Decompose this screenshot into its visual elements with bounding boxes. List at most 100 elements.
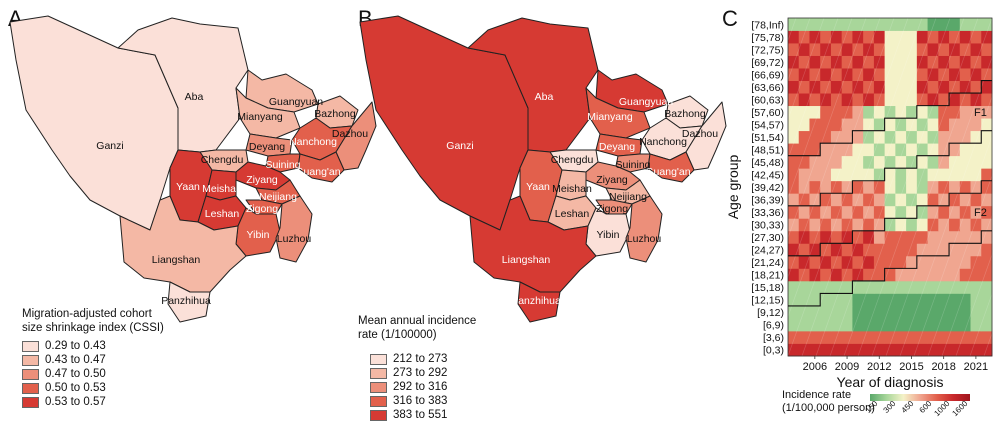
- heatmap-cell: [809, 80, 821, 94]
- heatmap-cell: [841, 343, 853, 357]
- heatmap-cell: [788, 55, 800, 69]
- heatmap-cell: [852, 105, 864, 119]
- heatmap-cell: [809, 343, 821, 357]
- map-b-label-panzhihua: Panzhihua: [511, 295, 561, 307]
- heatmap-cell: [852, 330, 864, 344]
- heatmap-cell: [798, 130, 810, 144]
- heatmap-cell: [863, 293, 875, 307]
- legend-a-item-4: 0.50 to 0.53: [22, 381, 164, 395]
- heatmap-cell: [841, 268, 853, 282]
- heatmap-cell: [916, 43, 928, 56]
- heatmap-cell: [916, 155, 928, 169]
- heatmap-cell: [949, 230, 961, 244]
- heatmap-cell: [981, 255, 993, 269]
- heatmap-cell: [895, 168, 907, 182]
- cohort-label-f1: F1: [974, 107, 987, 119]
- heatmap-cell: [949, 118, 961, 132]
- heatmap-cell: [970, 243, 982, 257]
- heatmap-cell: [884, 343, 896, 357]
- heatmap-cell: [830, 330, 843, 344]
- heatmap-cell: [852, 268, 864, 282]
- heatmap-cell: [981, 305, 993, 319]
- heatmap-cell: [906, 143, 918, 157]
- heatmap-cell: [884, 318, 896, 332]
- map-a-label-guang-an: Guang'an: [295, 166, 340, 178]
- heatmap-cell: [873, 30, 886, 44]
- heatmap-cell: [959, 18, 971, 31]
- heatmap-cell: [927, 205, 939, 219]
- y-tick-label: [15,18): [751, 282, 784, 294]
- hatch-line: [871, 17, 993, 357]
- heatmap-cell: [981, 193, 993, 207]
- map-b-region-panzhihua: [517, 281, 561, 323]
- heatmap-cell: [938, 43, 950, 56]
- x-tick-label: 2015: [899, 361, 923, 373]
- heatmap-cell: [927, 230, 939, 244]
- hatch-line: [801, 17, 923, 357]
- heatmap-cell: [788, 230, 800, 244]
- heatmap-cell: [820, 330, 832, 344]
- x-axis-title: Year of diagnosis: [837, 374, 944, 390]
- y-tick-label: [51,54): [751, 132, 784, 144]
- heatmap-cell: [916, 18, 928, 31]
- heatmap-cell: [927, 80, 939, 94]
- heatmap-cell: [959, 143, 971, 157]
- legend-a-label: 0.29 to 0.43: [45, 340, 106, 352]
- heatmap-cell: [873, 168, 886, 182]
- heatmap-cell: [841, 205, 853, 219]
- legend-a-label: 0.43 to 0.47: [45, 354, 106, 366]
- heatmap-cell: [938, 130, 950, 144]
- heatmap-cell: [927, 30, 939, 44]
- heatmap-cell: [884, 243, 896, 257]
- heatmap-cell: [949, 243, 961, 257]
- heatmap-cell: [927, 93, 939, 107]
- heatmap-cell: [884, 218, 896, 232]
- heatmap-cell: [820, 180, 832, 194]
- heatmap-cell: [820, 255, 832, 269]
- heatmap-cell: [830, 268, 843, 282]
- heatmap-cell: [830, 218, 843, 232]
- heatmap-cell: [873, 243, 886, 257]
- y-tick-label: [24,27): [751, 245, 784, 257]
- heatmap-cell: [809, 180, 821, 194]
- heatmap-cell: [884, 280, 896, 294]
- hatch-line: [969, 270, 1000, 357]
- map-b-label-ganzi: Ganzi: [446, 140, 473, 152]
- map-a-region-panzhihua: [167, 281, 211, 323]
- map-b-label-suining: Suining: [615, 159, 650, 171]
- heatmap-cell: [981, 293, 993, 307]
- legend-a-swatch: [22, 396, 39, 408]
- heatmap-cell: [873, 330, 886, 344]
- heatmap-cell: [970, 105, 982, 119]
- heatmap-cell: [949, 280, 961, 294]
- heatmap-cell: [788, 168, 800, 182]
- heatmap-cell: [798, 293, 810, 307]
- heatmap-cell: [809, 218, 821, 232]
- heatmap-cell: [841, 105, 853, 119]
- heatmap-cell: [841, 318, 853, 332]
- hatch-line: [913, 112, 1000, 357]
- heatmap-cell: [927, 280, 939, 294]
- legend-b-item-2: 273 to 292: [370, 366, 476, 380]
- heatmap-cell: [798, 318, 810, 332]
- heatmap-cell: [884, 80, 896, 94]
- heatmap-cell: [798, 268, 810, 282]
- hatch-line: [745, 17, 867, 357]
- heatmap-cell: [949, 43, 961, 56]
- heatmap-cell: [863, 318, 875, 332]
- heatmap-cell: [906, 43, 918, 56]
- map-b-region-guang-an: [647, 151, 695, 183]
- heatmap-cell: [884, 168, 896, 182]
- heatmap-cell: [981, 230, 993, 244]
- heatmap-cell: [863, 330, 875, 344]
- heatmap-cell: [863, 230, 875, 244]
- heatmap-cell: [809, 105, 821, 119]
- heatmap-cell: [884, 205, 896, 219]
- heatmap-cell: [820, 18, 832, 31]
- heatmap-cell: [938, 30, 950, 44]
- heatmap-cell: [820, 230, 832, 244]
- heatmap-cell: [852, 68, 864, 81]
- heatmap-cell: [949, 293, 961, 307]
- heatmap-cell: [863, 168, 875, 182]
- heatmap-cell: [873, 180, 886, 194]
